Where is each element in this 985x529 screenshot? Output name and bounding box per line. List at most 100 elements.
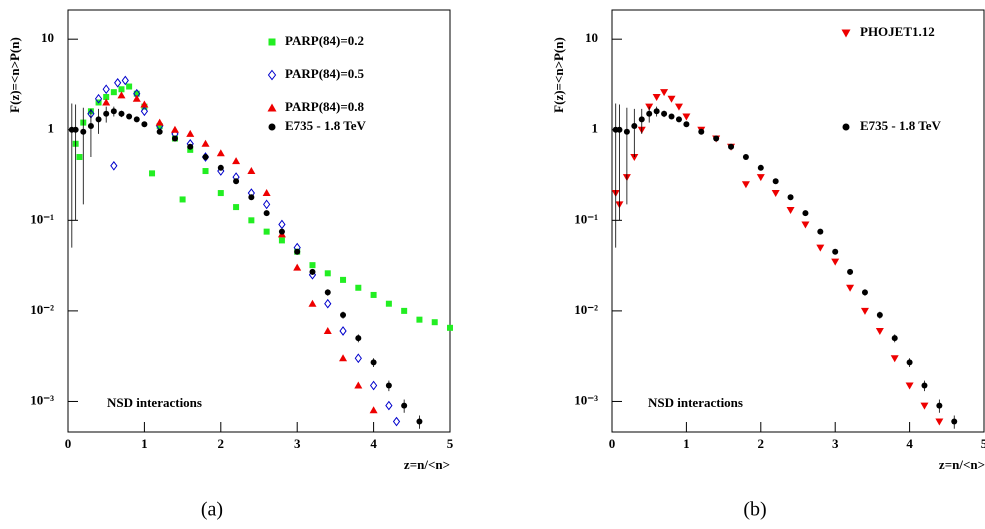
data-point [756,174,765,182]
data-point [416,316,423,323]
x-tick-label: 2 [218,436,225,451]
y-tick-label: 10⁻¹ [30,211,54,226]
x-axis-label: z=n/<n> [939,457,985,472]
data-point [638,116,645,123]
y-axis-label: F(z)=<n>P(n) [7,37,22,113]
data-point [631,123,638,130]
x-tick-label: 1 [683,436,690,451]
annotation: NSD interactions [648,395,743,410]
data-point [141,121,148,128]
data-point [187,143,194,150]
data-point [630,154,639,162]
data-point [891,335,898,342]
data-point [831,258,840,266]
data-point [370,291,377,298]
data-point [126,83,133,90]
data-point [117,91,126,99]
data-point [401,402,408,409]
data-point [202,154,209,161]
data-point [772,178,779,185]
x-tick-label: 4 [906,436,913,451]
data-point [95,116,102,123]
data-point [652,93,661,101]
data-point [787,194,794,201]
data-point [263,210,270,217]
legend-label: E735 - 1.8 TeV [860,118,942,133]
data-point [216,149,225,157]
data-point [354,353,362,364]
data-point [202,168,209,175]
y-tick-label: 1 [48,121,55,136]
data-point [385,382,392,389]
data-point [110,89,117,96]
data-point [324,298,332,309]
legend-marker [267,69,277,81]
data-point [132,94,141,102]
data-point [149,170,156,177]
legend-marker [267,103,277,112]
y-tick-label: 1 [592,121,599,136]
y-tick-label: 10 [585,30,598,45]
data-point [668,113,675,120]
data-point [385,300,392,307]
data-point [354,381,363,389]
x-axis-label: z=n/<n> [404,457,450,472]
data-point [876,312,883,319]
annotation: NSD interactions [107,395,202,410]
data-point [860,307,869,315]
y-tick-label: 10⁻² [574,302,598,317]
data-point [324,289,331,296]
data-point [121,75,129,86]
data-point [660,89,669,97]
data-point [667,95,676,103]
data-point [369,380,378,391]
data-point [308,299,317,307]
data-point [935,418,944,426]
data-point [170,125,179,133]
data-point [133,90,140,97]
data-point [156,123,163,130]
data-point [675,116,682,123]
data-point [936,402,943,409]
data-point [217,190,224,197]
data-point [339,326,347,336]
data-point [262,189,271,197]
data-point [920,402,929,410]
data-point [103,93,110,100]
data-point [94,93,103,104]
data-point [233,204,240,211]
data-point [293,263,302,271]
data-point [114,77,122,88]
legend-label: PARP(84)=0.2 [285,33,364,48]
data-point [72,126,79,133]
data-point [817,228,824,235]
data-point [232,157,241,165]
legend-label: PARP(84)=0.8 [285,99,365,114]
data-point [431,319,438,326]
data-point [447,324,453,331]
legend-label: PARP(84)=0.5 [285,66,365,81]
data-point [186,129,195,137]
data-point [118,86,125,93]
x-tick-label: 3 [294,436,301,451]
y-axis-label: F(z)=<n>P(n) [551,37,566,113]
data-point [140,100,149,108]
data-point [921,382,928,389]
data-point [698,128,705,135]
data-point [661,110,668,117]
data-point [832,248,839,255]
data-point [294,248,301,255]
data-point [786,207,795,215]
x-tick-label: 2 [758,436,765,451]
data-point [140,106,149,117]
data-point [340,312,347,319]
data-point [369,406,378,414]
x-tick-label: 0 [609,436,616,451]
x-tick-label: 5 [981,436,985,451]
data-point [309,262,316,269]
data-point [80,128,87,135]
data-point [103,110,110,117]
plot-frame [611,9,985,433]
data-point [802,210,809,217]
